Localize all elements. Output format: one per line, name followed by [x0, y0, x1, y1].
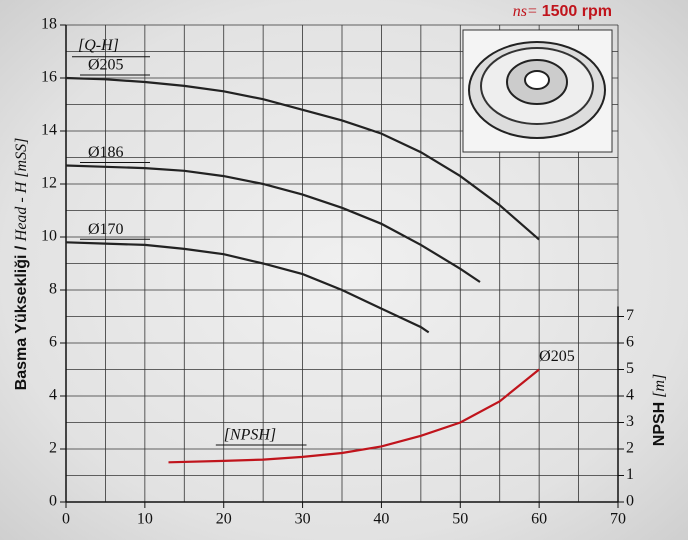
y-tick-label: 2: [49, 440, 57, 457]
y-title-part: Head - H [mSS]: [13, 138, 30, 243]
y2-tick-label: 7: [626, 307, 634, 324]
series-line: [65, 76, 540, 241]
y2-axis-title: NPSH [m]: [651, 374, 669, 446]
y-tick-label: 8: [49, 281, 57, 298]
x-tick-label: 30: [295, 511, 311, 528]
x-tick-label: 60: [531, 511, 547, 528]
impeller-image: [462, 29, 613, 153]
annotation: [NPSH]: [224, 426, 276, 443]
y2-title-part: NPSH: [651, 402, 668, 446]
x-tick-label: 10: [137, 511, 153, 528]
series-label: Ø170: [88, 221, 124, 238]
y-tick-label: 10: [41, 228, 57, 245]
y2-tick-label: 2: [626, 440, 634, 457]
y-tick-label: 14: [41, 122, 57, 139]
series-label: Ø205: [539, 348, 575, 365]
y-tick-label: 18: [41, 16, 57, 33]
y-title-part: Basma Yüksekliği: [13, 255, 30, 391]
y-tick-label: 16: [41, 69, 57, 86]
x-tick-label: 20: [216, 511, 232, 528]
impeller-eye: [524, 70, 550, 90]
annotation: [Q-H]: [78, 37, 119, 54]
series-line: [65, 241, 430, 334]
y-axis-title: Basma Yüksekliği / Head - H [mSS]: [13, 138, 31, 391]
y2-tick-label: 3: [626, 413, 634, 430]
y-tick-label: 4: [49, 387, 57, 404]
y-title-part: /: [13, 241, 30, 254]
series-label: Ø186: [88, 144, 124, 161]
y2-title-part: [m]: [651, 374, 668, 402]
x-tick-label: 0: [62, 511, 70, 528]
x-tick-label: 40: [373, 511, 389, 528]
x-tick-label: 70: [610, 511, 626, 528]
y2-tick-label: 1: [626, 466, 634, 483]
speed-value: 1500 rpm: [542, 3, 612, 20]
y-tick-label: 0: [49, 493, 57, 510]
y2-tick-label: 6: [626, 334, 634, 351]
x-tick-label: 50: [452, 511, 468, 528]
y2-tick-label: 5: [626, 360, 634, 377]
y2-tick-label: 4: [626, 387, 634, 404]
series-line: [168, 368, 540, 464]
speed-label: ns=: [513, 3, 538, 20]
series-line: [65, 164, 481, 283]
y-tick-label: 12: [41, 175, 57, 192]
y2-tick-label: 0: [626, 493, 634, 510]
y-tick-label: 6: [49, 334, 57, 351]
series-label: Ø205: [88, 57, 124, 74]
speed: ns= 1500 rpm: [513, 3, 612, 21]
